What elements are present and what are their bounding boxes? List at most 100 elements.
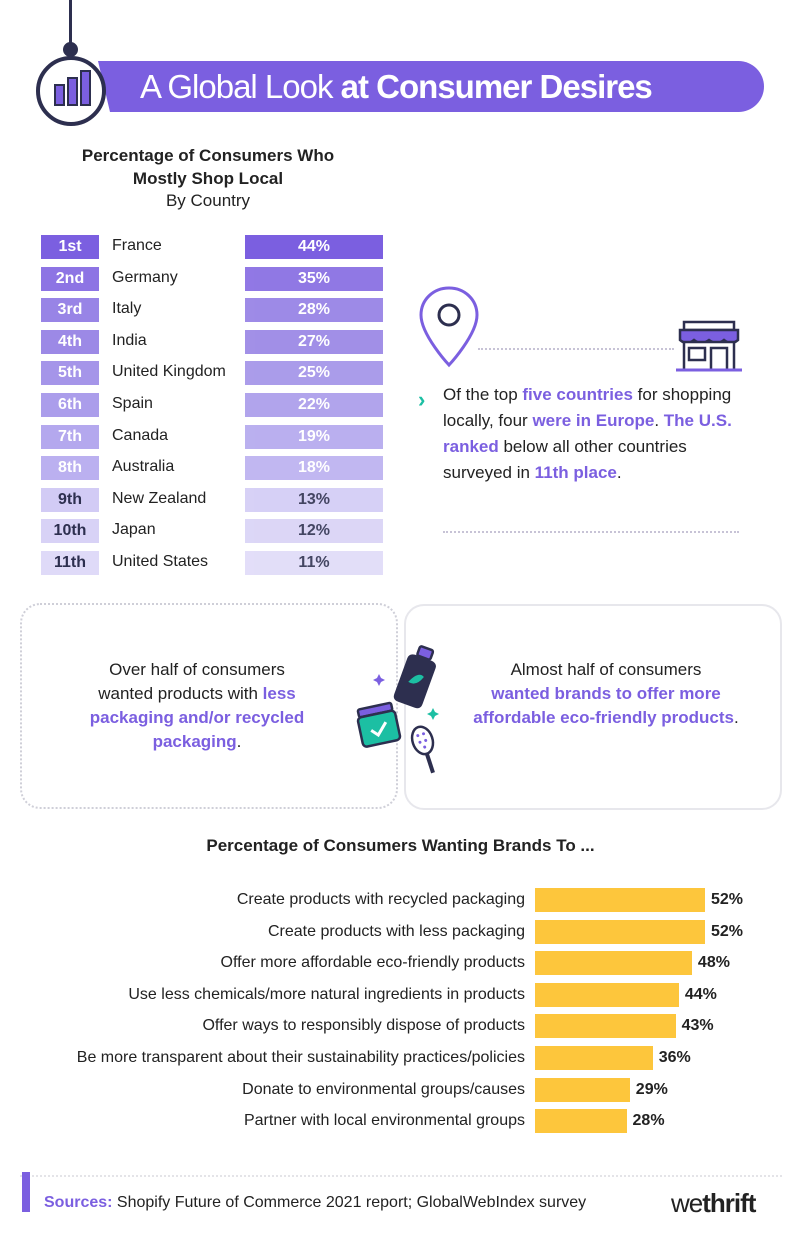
rank-badge: 11th [41,551,99,575]
left-box-line1: Over half of consumers [109,660,285,679]
rank-value-bar: 27% [245,329,383,354]
info-box-right [404,604,782,810]
bar-label: Be more transparent about their sustaina… [76,1049,525,1066]
callout-text: Of the top five countries for shopping l… [443,382,733,486]
eco-products-icons [356,645,439,774]
bar-label: Create products with less packaging [267,922,525,940]
sources-list: Shopify Future of Commerce 2021 report; … [112,1194,587,1211]
rank-value-bar: 22% [245,393,383,417]
bottle-icon [393,645,436,709]
title-light: A Global Look [140,68,333,105]
chart2-title: Percentage of Consumers Wanting Brands T… [206,836,595,855]
left-box-end: . [236,732,242,751]
dotted-connector [478,348,674,350]
bar [535,888,705,912]
hanging-line [69,0,72,44]
rank-row: 4th India 27% [41,329,383,354]
rank-row: 5th United Kingdom 25% [41,361,383,386]
chart1-subtitle: By Country [165,191,251,210]
rank-badge: 9th [41,487,99,512]
callout-highlight: were in Europe [532,411,655,430]
bar-value-label: 36% [658,1049,691,1066]
rank-value-bar: 28% [245,298,383,323]
chevron-right-icon: › [418,387,426,412]
left-box-text: Over half of consumers wanted products w… [60,658,334,754]
bar-value-label: 29% [635,1080,668,1098]
rank-country: Germany [112,268,178,286]
rank-row: 7th Canada 19% [41,424,383,449]
rank-row: 8th Australia 18% [41,456,383,481]
rank-row: 3rd Italy 28% [41,298,383,323]
right-box-line1: Almost half of consumers [510,660,702,679]
rank-badge: 5th [41,361,99,386]
rank-value-bar: 25% [245,361,383,386]
right-box-highlight: wanted brands to offer more affordable e… [473,684,734,727]
logo-bar [67,77,78,106]
callout-divider [443,531,739,533]
bar-value-label: 52% [711,922,744,940]
bar [535,1077,630,1102]
bar-label: Offer more affordable eco-friendly produ… [220,954,525,972]
rank-row: 10th Japan 12% [41,519,383,544]
hanging-dot [63,42,78,57]
rank-badge: 1st [41,235,99,259]
title-bold: at Consumer Desires [340,68,653,105]
bar-value-label: 43% [681,1017,714,1035]
rank-badge: 8th [41,456,99,481]
bar [535,1046,653,1070]
callout-highlight: 11th place [534,463,617,482]
logo-bar [80,70,91,106]
rank-value-bar: 18% [245,456,383,481]
rank-country: India [112,331,147,349]
brand-logo: wethrift [671,1188,756,1219]
bar-label: Use less chemicals/more natural ingredie… [128,985,525,1003]
bar-chart-icon [36,56,106,126]
bar [535,919,705,944]
rank-country: New Zealand [112,489,207,507]
rank-value-bar: 11% [245,551,383,575]
storefront-icon [676,320,742,372]
sparkle-icon [427,708,439,720]
right-box-end: . [733,708,739,727]
logo-bar [54,84,65,106]
left-box-highlight: less packaging and/or recycled packaging [89,684,305,751]
footer-accent [22,1172,30,1212]
left-box-line2: wanted products with [98,684,263,703]
rank-country: United Kingdom [112,363,226,381]
page-title: A Global Look at Consumer Desires [140,68,653,106]
bar-value-label: 52% [711,891,744,908]
location-pin-icon [419,286,479,368]
bar [535,951,692,976]
callout-highlight: The U.S. ranked [443,411,732,456]
info-box-left [20,603,398,809]
brand-bold: thrift [702,1188,756,1218]
rank-badge: 3rd [41,298,99,323]
sparkle-icon [373,674,385,686]
callout-part: . [616,463,622,482]
sources-label: Sources: [44,1194,113,1211]
rank-country: United States [112,553,209,570]
rank-row: 9th New Zealand 13% [41,487,383,512]
callout-part: below all other countries surveyed in [443,437,687,482]
title-banner: A Global Look at Consumer Desires [98,61,764,112]
rank-country: France [112,237,162,254]
hairbrush-icon [410,725,435,774]
rank-country: Spain [112,395,153,412]
rank-value-bar: 12% [245,519,383,544]
rank-row: 2nd Germany 35% [41,266,383,291]
bar-label: Offer ways to responsibly dispose of pro… [202,1017,525,1035]
chart1-title-line2: Mostly Shop Local [132,169,284,188]
rank-country: Italy [112,300,142,318]
sources-text: Sources: Shopify Future of Commerce 2021… [44,1194,586,1212]
rank-country: Australia [112,458,175,476]
rank-badge: 10th [41,519,99,544]
bar-value-label: 28% [632,1112,665,1130]
rank-badge: 4th [41,329,99,354]
rank-row: 1st France 44% [41,235,383,259]
bar-value-label: 44% [684,985,717,1003]
rank-badge: 6th [41,393,99,417]
rank-row: 6th Spain 22% [41,393,383,417]
callout-highlight: five countries [522,385,633,404]
callout-part: . [654,411,664,430]
rank-value-bar: 19% [245,424,383,449]
